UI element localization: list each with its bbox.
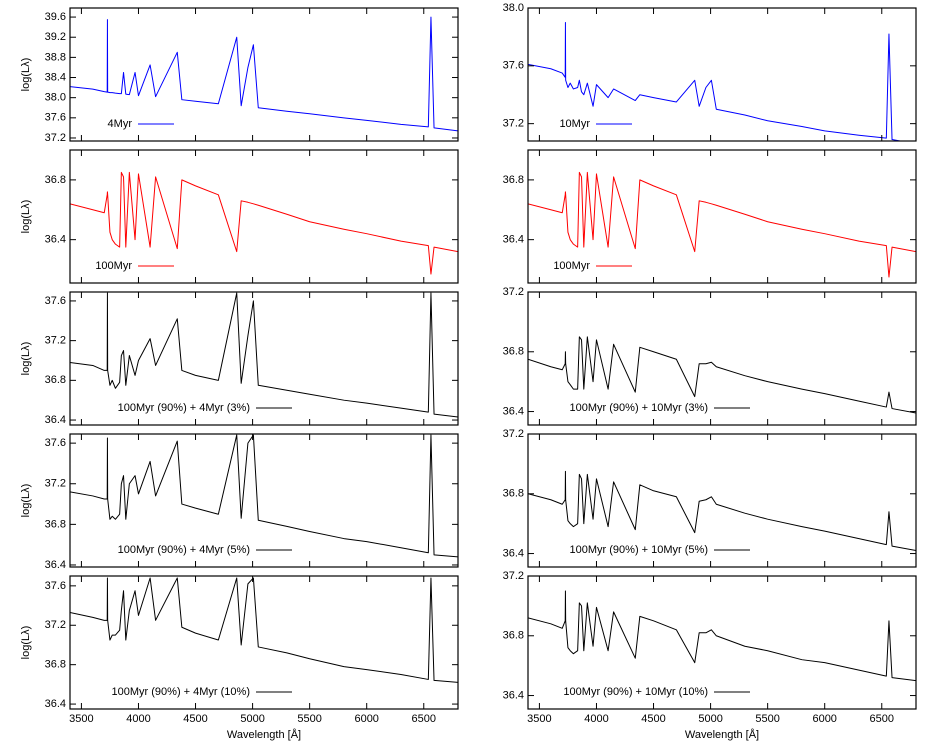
y-tick-label: 36.4 [45, 234, 66, 246]
legend-label: 4Myr [108, 118, 133, 130]
x-tick-label: 3500 [69, 713, 93, 725]
y-tick-label: 36.8 [503, 488, 524, 500]
y-tick-label: 36.8 [45, 518, 66, 530]
spectrum-line [70, 577, 458, 683]
panel: 100Myr (90%) + 4Myr (5%) 36.4 36.8 37.2 37.6… [20, 433, 459, 571]
plot-frame [69, 575, 459, 710]
x-axis-label: Wavelength [Å] [227, 728, 301, 741]
x-tick-label: 6500 [870, 713, 894, 725]
panel: 100Myr (90%) + 10Myr (3%) 36.4 36.8 37.2 [503, 286, 917, 426]
plot-frame [527, 433, 917, 568]
y-tick-label: 37.2 [503, 286, 524, 298]
x-tick-label: 3500 [527, 713, 551, 725]
y-tick-label: 38.4 [45, 71, 66, 83]
y-axis-label: log(Lλ) [20, 342, 32, 376]
y-tick-label: 36.8 [503, 346, 524, 358]
y-axis-label: log(Lλ) [20, 626, 32, 660]
y-tick-label: 36.4 [45, 559, 66, 571]
y-tick-label: 36.4 [45, 414, 66, 426]
y-tick-label: 37.6 [45, 437, 66, 449]
y-axis-label: log(Lλ) [20, 484, 32, 518]
plot-frame [527, 291, 917, 426]
x-tick-label: 6500 [412, 713, 436, 725]
panel: 4Myr 37.2 37.6 38.0 38.4 38.8 39.2 39.6 log(Lλ) [20, 7, 459, 144]
plot-frame [69, 291, 459, 426]
plot-frame [527, 575, 917, 710]
spectrum-line [528, 171, 916, 278]
y-tick-label: 38.8 [45, 51, 66, 63]
y-tick-label: 37.2 [45, 335, 66, 347]
y-tick-label: 37.6 [45, 580, 66, 592]
legend-label: 100Myr (90%) + 10Myr (3%) [570, 402, 708, 414]
panel: 100Myr 36.4 36.8 log(Lλ) [20, 149, 459, 284]
plot-frame [69, 149, 459, 284]
y-tick-label: 37.2 [45, 132, 66, 144]
legend-label: 100Myr (90%) + 10Myr (5%) [570, 544, 708, 556]
y-tick-label: 39.6 [45, 11, 66, 23]
x-tick-label: 4500 [641, 713, 665, 725]
legend-label: 100Myr (90%) + 4Myr (10%) [112, 686, 250, 698]
y-tick-label: 36.8 [45, 659, 66, 671]
y-tick-label: 36.4 [503, 547, 524, 559]
x-tick-label: 5500 [755, 713, 779, 725]
panel: 100Myr (90%) + 4Myr (10%) 36.4 36.8 37.2 37.… [20, 575, 459, 741]
x-tick-label: 6000 [812, 713, 836, 725]
y-tick-label: 39.2 [45, 31, 66, 43]
legend-label: 10Myr [559, 118, 590, 130]
y-tick-label: 37.2 [45, 619, 66, 631]
plot-frame [527, 7, 917, 142]
x-tick-label: 4000 [584, 713, 608, 725]
x-tick-label: 5000 [240, 713, 264, 725]
spectrum-line [70, 434, 458, 558]
y-tick-label: 37.6 [503, 60, 524, 72]
y-axis-label: log(Lλ) [20, 200, 32, 234]
y-tick-label: 36.4 [503, 689, 524, 701]
y-tick-label: 36.4 [503, 234, 524, 246]
plot-frame [527, 149, 917, 284]
y-tick-label: 36.8 [503, 174, 524, 186]
x-tick-label: 4000 [126, 713, 150, 725]
y-tick-label: 37.2 [503, 118, 524, 130]
y-axis-label: log(Lλ) [20, 58, 32, 92]
spectrum-line [528, 21, 903, 141]
legend-label: 100Myr [95, 260, 132, 272]
x-tick-label: 4500 [183, 713, 207, 725]
y-tick-label: 37.6 [45, 112, 66, 124]
panel: 100Myr (90%) + 10Myr (10%) 36.4 36.8 37.2 35… [503, 570, 917, 741]
panel: 100Myr 36.4 36.8 [503, 149, 917, 284]
legend-label: 100Myr (90%) + 4Myr (5%) [118, 544, 250, 556]
panel: 100Myr (90%) + 10Myr (5%) 36.4 36.8 37.2 [503, 428, 917, 568]
plot-frame [69, 7, 459, 142]
y-tick-label: 36.4 [503, 405, 524, 417]
legend-label: 100Myr (90%) + 10Myr (10%) [563, 686, 708, 698]
x-tick-label: 6000 [354, 713, 378, 725]
y-tick-label: 38.0 [45, 92, 66, 104]
y-tick-label: 37.2 [503, 428, 524, 440]
spectrum-line [70, 16, 458, 132]
spectrum-line [528, 470, 916, 552]
y-tick-label: 36.8 [45, 174, 66, 186]
x-tick-label: 5500 [297, 713, 321, 725]
panel: 10Myr 37.2 37.6 38.0 [503, 2, 917, 142]
y-tick-label: 38.0 [503, 2, 524, 14]
spectrum-line [528, 336, 916, 414]
spectrum-line [70, 171, 458, 275]
y-tick-label: 36.4 [45, 698, 66, 710]
y-tick-label: 36.8 [503, 630, 524, 642]
legend-label: 100Myr (90%) + 4Myr (3%) [118, 402, 250, 414]
plot-frame [69, 433, 459, 568]
y-tick-label: 37.2 [503, 570, 524, 582]
x-axis-label: Wavelength [Å] [685, 728, 759, 741]
y-tick-label: 36.8 [45, 374, 66, 386]
legend-label: 100Myr [553, 260, 590, 272]
panel: 100Myr (90%) + 4Myr (3%) 36.4 36.8 37.2 37.6… [20, 291, 459, 426]
spectrum-line [528, 590, 916, 682]
y-tick-label: 37.2 [45, 478, 66, 490]
spectrum-line [70, 292, 458, 418]
y-tick-label: 37.6 [45, 295, 66, 307]
x-tick-label: 5000 [698, 713, 722, 725]
